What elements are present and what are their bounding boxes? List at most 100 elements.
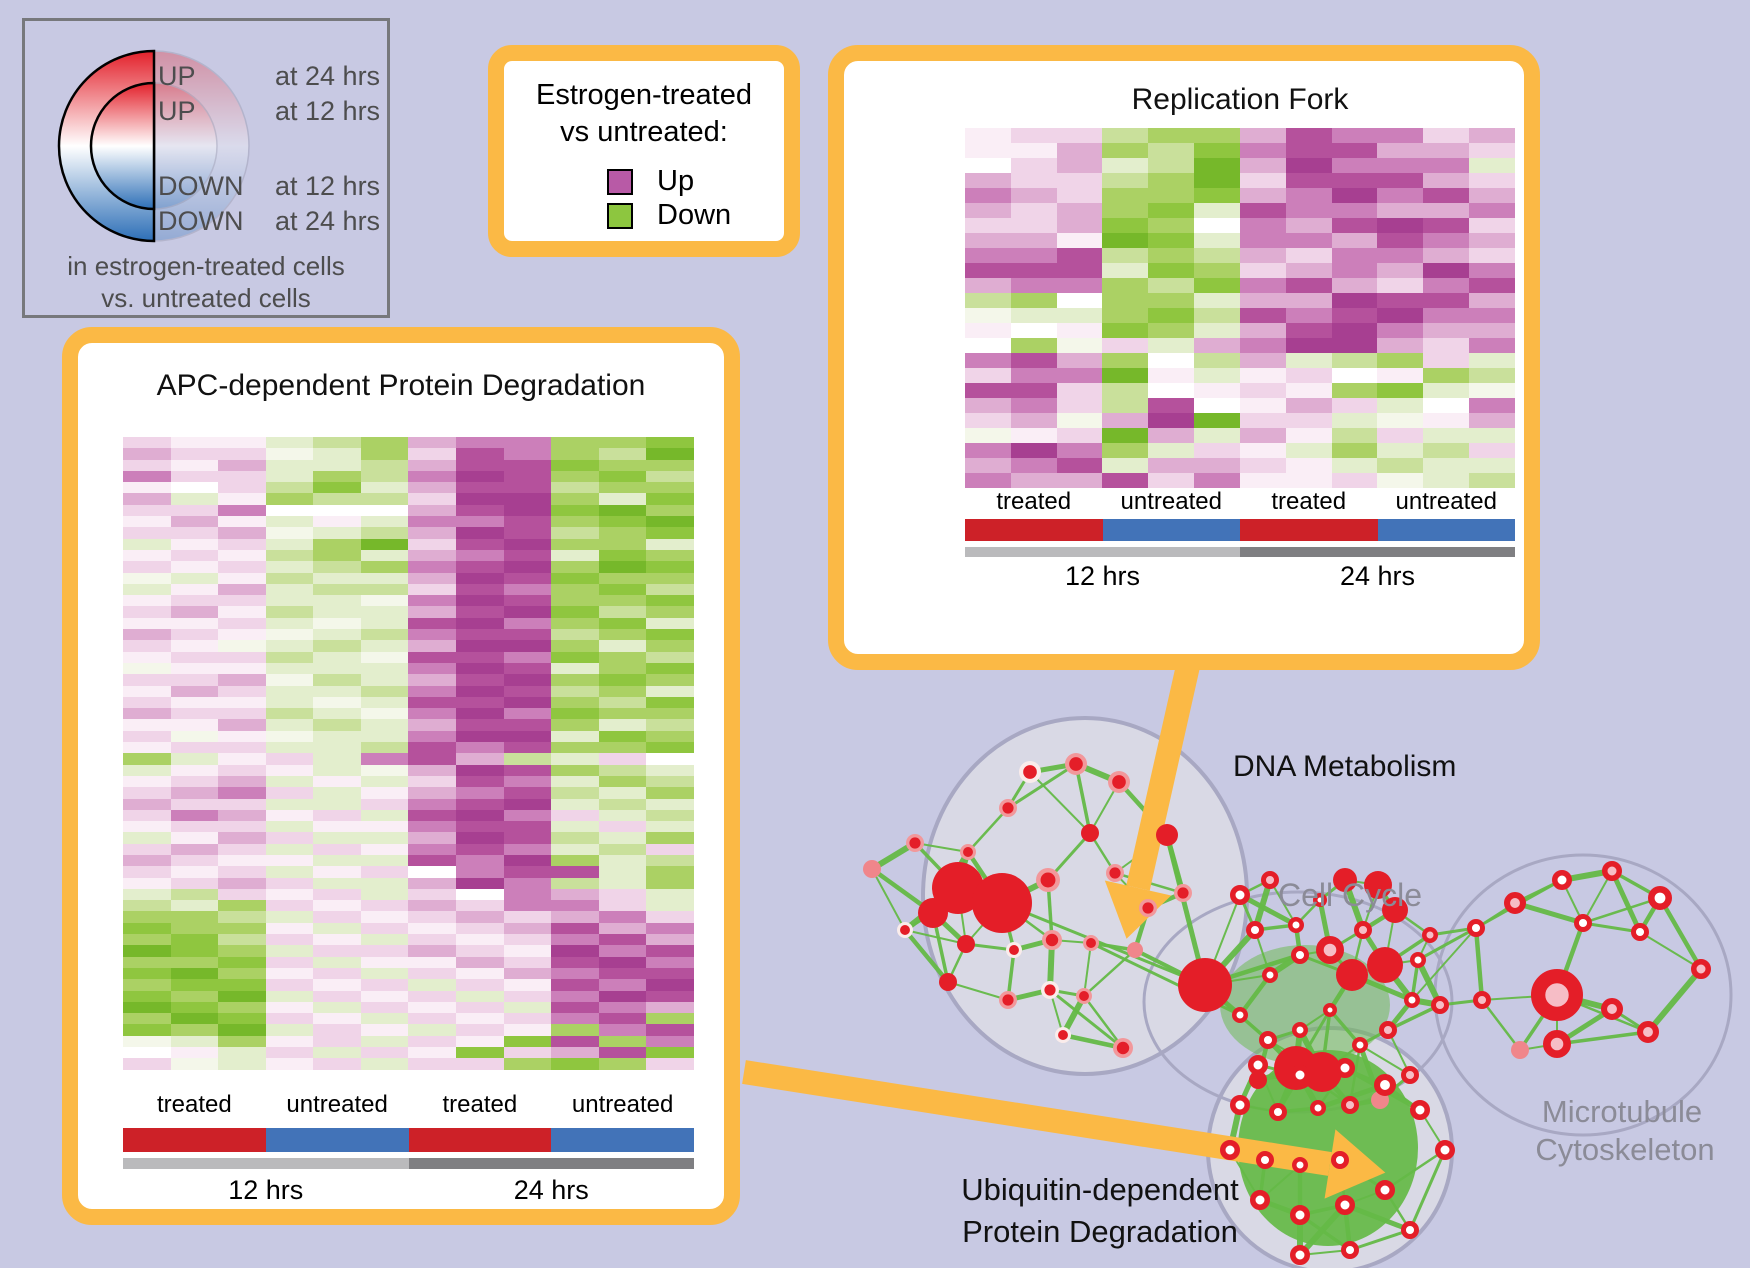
heatmap-cell	[1194, 308, 1240, 323]
heatmap-cell	[646, 538, 694, 550]
heatmap-cell	[313, 753, 361, 765]
heatmap-cell	[408, 843, 457, 855]
heatmap-cell	[503, 1013, 552, 1025]
heatmap-cell	[551, 719, 599, 731]
heatmap-cell	[1285, 173, 1332, 188]
heatmap-cell	[218, 696, 266, 709]
heatmap-cell	[360, 651, 409, 663]
heatmap-cell	[598, 888, 647, 901]
heatmap-cell	[218, 1035, 266, 1048]
heatmap-cell	[360, 572, 409, 584]
heatmap-cell	[1194, 428, 1240, 443]
heatmap-cell	[170, 470, 219, 483]
heatmap-cell	[1377, 278, 1424, 293]
heatmap-cell	[360, 945, 409, 957]
heatmap-cell	[551, 640, 599, 652]
heatmap-cell	[360, 629, 409, 641]
gene-node-solid	[1382, 897, 1408, 923]
heatmap-cell	[965, 143, 1011, 158]
heatmap-cell	[218, 945, 266, 957]
heatmap-cell	[456, 1013, 504, 1025]
heatmap-cell	[218, 911, 266, 923]
heatmap-cell	[123, 866, 171, 878]
heatmap-cell	[265, 595, 314, 607]
heatmap-cell	[408, 538, 457, 550]
heatmap-cell	[218, 617, 266, 630]
heatmap-cell	[1331, 233, 1378, 248]
heatmap-cell	[551, 742, 599, 754]
apc-group-labels: treated untreated treated untreated	[123, 1091, 694, 1121]
updown-legend-box: Estrogen-treated vs untreated: Up Down	[488, 45, 800, 257]
heatmap-cell	[1010, 338, 1057, 353]
network-edge	[1083, 949, 1136, 997]
heatmap-cell	[123, 742, 171, 754]
heatmap-cell	[1377, 413, 1424, 428]
heatmap-cell	[551, 708, 599, 720]
heatmap-cell	[123, 448, 171, 460]
heatmap-cell	[1194, 293, 1240, 308]
heatmap-cell	[551, 459, 599, 471]
condition-bar-segment	[1377, 519, 1515, 541]
heatmap-cell	[1194, 143, 1240, 158]
heatmap-cell	[1239, 428, 1286, 443]
heatmap-cell	[598, 696, 647, 709]
heatmap-cell	[313, 629, 361, 641]
heatmap-cell	[551, 572, 599, 584]
heatmap-cell	[1102, 203, 1149, 218]
gene-node-core	[1009, 945, 1019, 955]
group-label: untreated	[286, 1091, 388, 1118]
heatmap-cell	[313, 742, 361, 754]
heatmap-row	[123, 448, 694, 460]
heatmap-cell	[123, 674, 171, 686]
heatmap-cell	[265, 1035, 314, 1048]
heatmap-cell	[503, 798, 552, 810]
heatmap-row	[123, 753, 694, 765]
heatmap-cell	[1010, 233, 1057, 248]
heatmap-cell	[1102, 143, 1149, 158]
heatmap-row	[123, 493, 694, 505]
heatmap-cell	[598, 753, 647, 765]
heatmap-cell	[456, 470, 504, 483]
heatmap-cell	[123, 629, 171, 641]
heatmap-row	[965, 143, 1515, 158]
heatmap-cell	[313, 493, 361, 505]
heatmap-cell	[265, 809, 314, 822]
heatmap-cell	[1285, 308, 1332, 323]
heatmap-cell	[646, 448, 694, 460]
heatmap-cell	[265, 538, 314, 550]
heatmap-cell	[360, 696, 409, 709]
heatmap-cell	[503, 640, 552, 652]
heatmap-cell	[218, 900, 266, 912]
heatmap-cell	[1331, 278, 1378, 293]
heatmap-cell	[313, 900, 361, 912]
network-edge	[904, 929, 967, 945]
heatmap-cell	[313, 775, 361, 788]
heatmap-cell	[646, 527, 694, 539]
heatmap-cell	[965, 398, 1011, 413]
heatmap-cell	[1056, 383, 1103, 398]
heatmap-cell	[456, 482, 504, 494]
heatmap-cell	[170, 538, 219, 550]
heatmap-cell	[218, 1058, 266, 1070]
heatmap-cell	[503, 900, 552, 912]
heatmap-cell	[265, 843, 314, 855]
heatmap-cell	[551, 595, 599, 607]
heatmap-cell	[408, 595, 457, 607]
heatmap-cell	[646, 719, 694, 731]
heatmap-row	[123, 572, 694, 584]
heatmap-cell	[551, 775, 599, 788]
heatmap-cell	[123, 719, 171, 731]
group-label: treated	[442, 1091, 518, 1118]
heatmap-cell	[1423, 128, 1470, 143]
heatmap-cell	[1056, 323, 1103, 338]
heatmap-cell	[1148, 458, 1195, 473]
heatmap-cell	[408, 742, 457, 754]
heatmap-cell	[1010, 383, 1057, 398]
heatmap-cell	[218, 753, 266, 765]
heatmap-cell	[646, 787, 694, 799]
heatmap-cell	[1423, 233, 1470, 248]
heatmap-cell	[170, 1001, 219, 1014]
gene-node-ring	[1255, 1150, 1274, 1169]
heatmap-cell	[1148, 413, 1195, 428]
network-edge	[1411, 927, 1477, 1001]
